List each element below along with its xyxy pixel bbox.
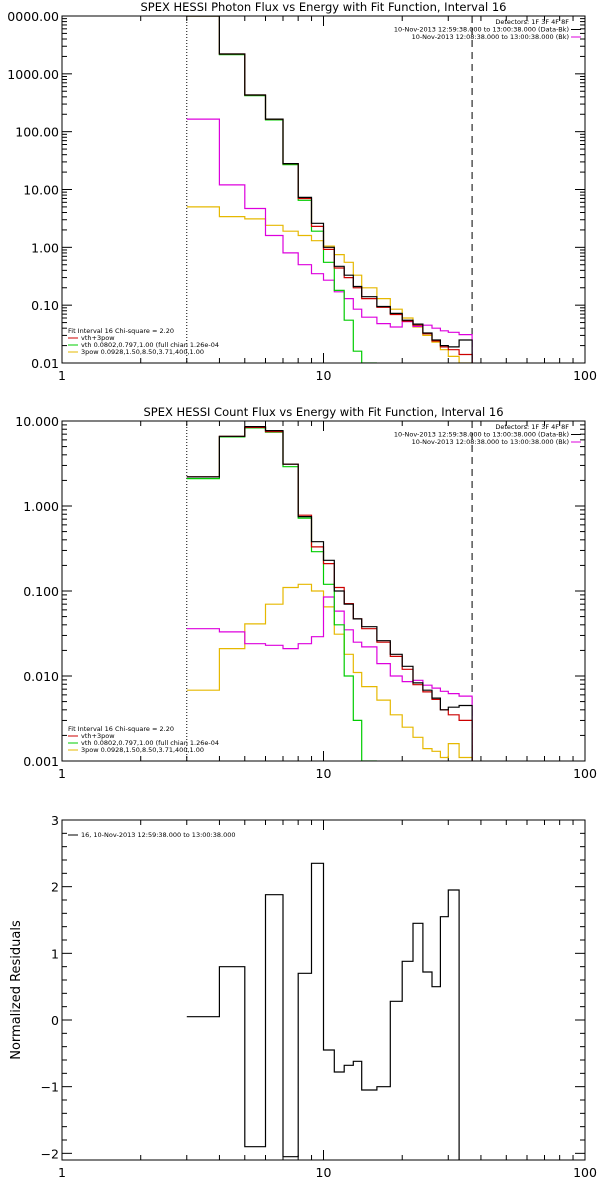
panel2-header-line: 10-Nov-2013 12:59:38.000 to 13:00:38.000…: [394, 431, 569, 439]
panel1-header-line: 10-Nov-2013 12:08:38.000 to 13:00:38.000…: [412, 33, 569, 41]
panel1-series-3: [186, 118, 473, 363]
panel2-series-1: [186, 426, 473, 761]
panel3-ytick-label: 0: [51, 1013, 59, 1028]
panel1-legend-line: Fit Interval 16 Chi-square = 2.20: [68, 327, 174, 335]
panel2-frame: [61, 420, 586, 762]
panel1-frame: [61, 15, 586, 364]
panel1-series-2: [186, 16, 377, 363]
panel1-ytick-label: 1.00: [31, 240, 59, 255]
panel3-ytick-label: −1: [41, 1080, 59, 1095]
panel3-legend-line: 16, 10-Nov-2013 12:59:38.000 to 13:00:38…: [81, 831, 235, 839]
panel1-series-0: [186, 16, 473, 363]
panel1-ytick-label: 10.00: [23, 183, 59, 198]
panel1-xtick-label: 100: [573, 368, 597, 383]
panel1-ytick-label: 100.00: [15, 125, 59, 140]
panel3-xtick-label: 100: [573, 1165, 597, 1180]
panel2-series-0: [186, 426, 473, 761]
panel2-xtick-label: 100: [573, 766, 597, 781]
panel2-series-3: [186, 596, 473, 761]
panel2-ytick-label: 0.100: [23, 584, 59, 599]
panel3-xtick-label: 1: [58, 1165, 66, 1180]
panel2-xtick-label: 10: [316, 766, 332, 781]
panel1-xtick-label: 1: [58, 368, 66, 383]
panel1-series-1: [186, 16, 473, 363]
panel1-header-line: 10-Nov-2013 12:59:38.000 to 13:00:38.000…: [394, 26, 569, 34]
panel3-frame: [61, 819, 586, 1161]
panel2-xtick-label: 1: [58, 766, 66, 781]
panel1-series-4: [186, 206, 473, 363]
panel1-legend-line: vth 0.0802,0.797,1.00 (full chian 1.26e-…: [81, 341, 219, 349]
panel1-ytick-label: 0.10: [31, 298, 59, 313]
panel2-legend-line: Fit Interval 16 Chi-square = 2.20: [68, 725, 174, 733]
panel3-ytick-label: 1: [51, 946, 59, 961]
panel3-xtick-label: 10: [316, 1165, 332, 1180]
panel3-ytick-label: −2: [41, 1146, 59, 1161]
panel1-xtick-label: 10: [316, 368, 332, 383]
panel2-series-4: [186, 583, 473, 761]
panel2-ytick-label: 0.010: [23, 669, 59, 684]
panel2-series-2: [186, 427, 377, 761]
panel2-ytick-label: 1.000: [23, 499, 59, 514]
panel2-header-line: Detectors: 1F 3F 4F 8F: [495, 423, 569, 431]
panel1-ytick-label: 1000.00: [7, 67, 59, 82]
panel3-ytick-label: 2: [51, 880, 59, 895]
panel3-series-0: [186, 862, 460, 1160]
panel1-ytick-label: 0.01: [31, 356, 59, 371]
panel1-title: SPEX HESSI Photon Flux vs Energy with Fi…: [140, 0, 506, 14]
panel1-legend-line: vth+3pow: [81, 334, 115, 342]
panel3-ytick-label: 3: [51, 813, 59, 828]
panel1-legend-line: 3pow 0.0928,1.50,8.50,3.71,400,1.00: [81, 348, 204, 356]
panel2-title: SPEX HESSI Count Flux vs Energy with Fit…: [143, 405, 503, 419]
panel2-header-line: 10-Nov-2013 12:08:38.000 to 13:00:38.000…: [412, 438, 569, 446]
panel2-legend-line: 3pow 0.0928,1.50,8.50,3.71,400,1.00: [81, 746, 204, 754]
panel3-ylabel: Normalized Residuals: [9, 920, 24, 1060]
panel2-legend-line: vth 0.0802,0.797,1.00 (full chian 1.26e-…: [81, 739, 219, 747]
panel2-ytick-label: 10.000: [15, 414, 59, 429]
panel1-ytick-label: 0000.00: [7, 9, 59, 24]
panel1-header-line: Detectors: 1F 3F 4F 8F: [495, 18, 569, 26]
panel2-legend-line: vth+3pow: [81, 732, 115, 740]
panel2-ytick-label: 0.001: [23, 754, 59, 769]
